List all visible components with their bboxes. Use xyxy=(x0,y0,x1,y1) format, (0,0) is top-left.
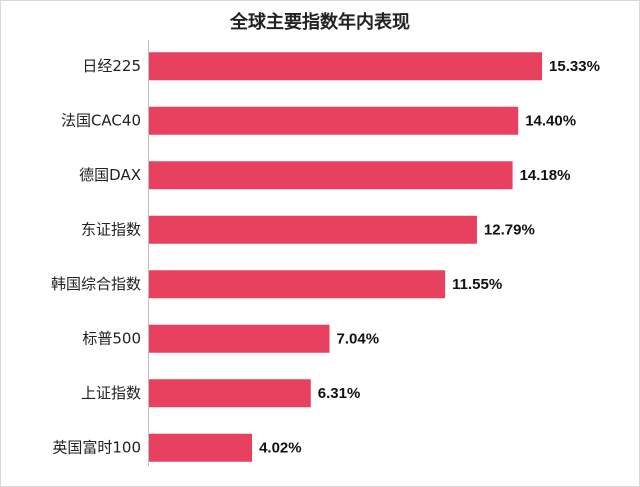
bar xyxy=(149,106,519,135)
category-label: 英国富时100 xyxy=(52,438,141,456)
category-label: 上证指数 xyxy=(81,384,141,402)
value-label: 14.18% xyxy=(520,167,571,184)
bar xyxy=(149,433,253,462)
chart-title: 全球主要指数年内表现 xyxy=(229,11,410,33)
category-label: 德国DAX xyxy=(79,166,141,184)
value-label: 12.79% xyxy=(484,222,535,239)
value-label: 11.55% xyxy=(452,276,502,293)
bar xyxy=(149,324,330,353)
value-label: 15.33% xyxy=(549,58,600,75)
bar xyxy=(149,270,446,299)
category-label: 韩国综合指数 xyxy=(51,275,141,293)
category-label: 东证指数 xyxy=(81,220,141,238)
bar xyxy=(149,215,477,244)
bar xyxy=(149,161,513,190)
value-label: 14.40% xyxy=(525,113,576,130)
value-label: 4.02% xyxy=(259,440,302,457)
category-label: 法国CAC40 xyxy=(61,111,141,129)
value-label: 7.04% xyxy=(337,331,380,348)
bar xyxy=(149,379,311,408)
bar xyxy=(149,52,543,81)
category-label: 日经225 xyxy=(82,57,141,75)
category-label: 标普500 xyxy=(82,329,141,347)
value-label: 6.31% xyxy=(318,385,361,402)
